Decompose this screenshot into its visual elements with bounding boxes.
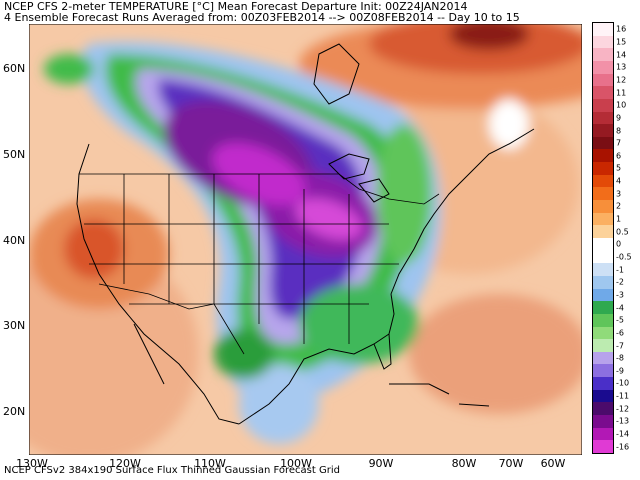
legend-label: -5 [616,315,624,325]
legend-swatch [593,73,613,87]
legend-label: 0 [616,239,622,249]
legend-swatch [593,86,613,100]
legend-swatch [593,389,613,403]
legend-label: 15 [616,37,627,47]
lat-label-30n: 30N [3,319,26,332]
legend-swatch [593,35,613,49]
legend-swatch [593,111,613,125]
legend-swatch [593,238,613,252]
lat-label-40n: 40N [3,234,26,247]
coastlines [76,43,535,425]
map-title-line-2: 4 Ensemble Forecast Runs Averaged from: … [4,11,520,24]
temperature-anomaly-map [29,24,582,455]
legend-label: 12 [616,75,627,85]
legend-label: -7 [616,341,624,350]
legend-swatch [593,124,613,138]
legend-label: 6 [616,151,622,161]
legend-swatch [593,288,613,302]
map-title-line-1: NCEP CFS 2-meter TEMPERATURE [°C] Mean F… [4,0,468,13]
legend-swatch [593,263,613,277]
legend-label: -1 [616,265,624,275]
lon-label-80w: 80W [451,457,477,470]
legend-swatch [593,200,613,214]
legend-swatch [593,212,613,226]
legend-label: 8 [616,126,622,135]
legend-label: -8 [616,353,624,363]
legend-label: 3 [616,189,622,199]
legend-swatch [593,60,613,75]
legend-label: 16 [616,24,627,34]
legend-label: 9 [616,113,622,123]
legend-label: 1 [616,214,622,224]
legend-label: -3 [616,290,624,300]
lon-label-70w: 70W [498,457,524,470]
legend-label: 13 [616,62,627,72]
legend-swatch [593,136,613,150]
legend-label: 7 [616,138,622,148]
lon-label-110w: 110W [194,457,226,470]
legend-swatch [593,339,613,353]
lon-label-130w: 130W [16,457,48,470]
legend-label: -13 [616,416,630,426]
legend-label: -16 [616,442,630,452]
legend-label: 10 [616,100,627,110]
legend-label: 14 [616,50,627,60]
legend-swatch [593,225,613,239]
legend-label: -12 [616,404,630,414]
legend-swatch [593,250,613,264]
legend-label: -14 [616,429,630,439]
legend-swatch [593,313,613,328]
lon-label-100w: 100W [280,457,312,470]
legend-swatch [593,351,613,365]
legend-label: -6 [616,328,624,338]
legend-swatch [593,402,613,416]
legend-swatch [593,301,613,315]
legend-label: -10 [616,378,630,388]
legend-swatch [593,48,613,62]
legend-swatch [593,427,613,441]
lat-label-20n: 20N [3,405,26,418]
grid-footer-note: NCEP CFSv2 384x190 Surface Flux Thinned … [4,465,340,476]
legend-label: -9 [616,366,624,376]
legend-swatch [593,440,613,454]
legend-label: 5 [616,163,622,173]
legend-label: 2 [616,201,622,211]
legend-swatch [593,23,613,37]
legend-swatch [593,187,613,201]
legend-swatch [593,415,613,429]
legend-swatch [593,275,613,290]
lat-label-50n: 50N [3,148,26,161]
lon-label-90w: 90W [368,457,394,470]
legend-label: -4 [616,303,624,313]
legend-label: -2 [616,277,624,287]
legend-label: -11 [616,391,630,401]
lon-label-60w: 60W [540,457,566,470]
legend-label: 4 [616,176,622,186]
legend-swatch [593,174,613,188]
legend-swatch [593,364,613,378]
legend-label: 0.5 [616,227,629,237]
legend-swatch [593,149,613,163]
legend-swatch [593,326,613,340]
legend-label: -0.5 [616,252,632,262]
anomaly-field [29,24,582,455]
legend-swatch [593,162,613,176]
legend-label: 11 [616,88,627,98]
lat-label-60n: 60N [3,62,26,75]
lon-label-120w: 120W [109,457,141,470]
color-scale-legend [592,22,614,454]
political-borders [79,173,440,355]
legend-swatch [593,377,613,391]
legend-swatch [593,98,613,113]
